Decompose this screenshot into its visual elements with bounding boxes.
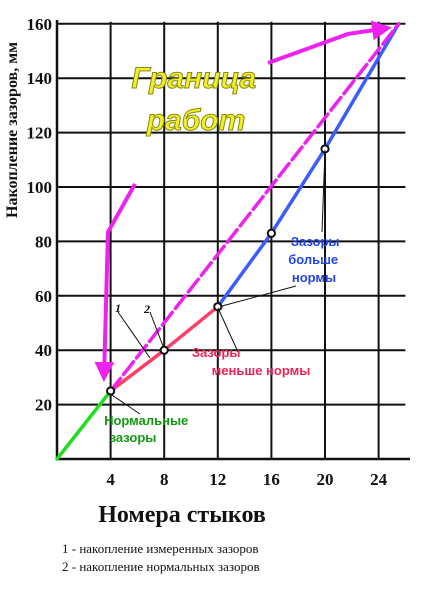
legend-item-1: 1 - накопление измеренных зазоров — [62, 541, 259, 556]
y-tick-80: 80 — [35, 232, 52, 251]
border-arrow-down — [94, 183, 137, 382]
y-tick-labels: 20 40 60 80 100 120 140 160 — [27, 15, 53, 415]
x-axis-label: Номера стыков — [98, 502, 266, 528]
y-tick-160: 160 — [27, 15, 53, 34]
series-label-2: 2 — [143, 302, 150, 316]
normal-gaps-label: Нормальные зазоры — [104, 413, 192, 445]
x-tick-20: 20 — [317, 470, 334, 489]
y-axis-label: Накопление зазоров, мм — [4, 42, 21, 218]
border-label: Граница работ — [131, 62, 264, 137]
measured-point — [213, 302, 223, 312]
leader-normal — [108, 392, 141, 415]
less-gaps-label: Зазоры меньше нормы — [192, 345, 310, 378]
y-tick-140: 140 — [27, 69, 53, 88]
leader-more-2 — [321, 149, 326, 233]
y-tick-120: 120 — [27, 124, 53, 143]
y-tick-60: 60 — [35, 287, 52, 306]
y-tick-20: 20 — [35, 396, 52, 415]
x-tick-12: 12 — [209, 470, 226, 489]
x-tick-labels: 4 8 12 16 20 24 — [106, 470, 387, 489]
y-tick-100: 100 — [27, 178, 53, 197]
border-arrow-right — [267, 20, 392, 65]
more-gaps-label: Зазоры больше нормы — [288, 234, 343, 285]
grid-lines — [57, 21, 406, 459]
legend-item-2: 2 - накопление нормальных зазоров — [62, 559, 260, 574]
x-tick-16: 16 — [263, 470, 280, 489]
series-line-2 — [55, 389, 113, 461]
leader-more-1 — [221, 285, 297, 307]
measured-points — [106, 144, 330, 396]
measured-point — [266, 228, 276, 238]
x-tick-8: 8 — [160, 470, 169, 489]
series-label-1: 1 — [115, 301, 121, 315]
leader-label-2 — [149, 311, 164, 347]
x-tick-24: 24 — [370, 470, 388, 489]
measured-point — [159, 345, 169, 355]
x-tick-4: 4 — [106, 470, 115, 489]
leader-less — [217, 307, 239, 353]
leader-label-1 — [117, 311, 151, 359]
series-line-4 — [108, 22, 401, 393]
y-tick-40: 40 — [35, 341, 52, 360]
series-line-3 — [216, 22, 401, 309]
